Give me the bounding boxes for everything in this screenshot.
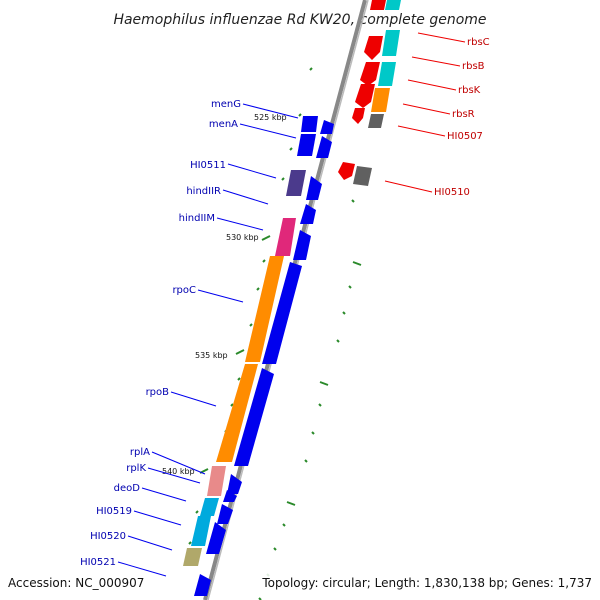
label-hindIIR[interactable]: hindIIR xyxy=(186,186,221,197)
gene-HI0511[interactable] xyxy=(286,170,306,196)
scale-marker-540: 540 kbp xyxy=(162,467,195,476)
gene-rbsB[interactable] xyxy=(360,62,380,86)
label-HI0511[interactable]: HI0511 xyxy=(190,160,226,171)
gene-rbsC-segment[interactable] xyxy=(370,0,386,10)
gene-rplA[interactable] xyxy=(207,466,226,496)
gene-rpoC-blue[interactable] xyxy=(262,262,302,364)
reverse-strand-genes xyxy=(183,116,334,596)
footer-topology: Topology: circular; Length: 1,830,138 bp… xyxy=(261,576,592,590)
footer-accession-bg xyxy=(4,572,150,592)
gene-rbsC[interactable] xyxy=(364,36,383,60)
gene-rbsR-red[interactable] xyxy=(352,108,365,124)
label-rbsB[interactable]: rbsB xyxy=(462,61,485,72)
gene-rpoB-blue[interactable] xyxy=(234,368,274,466)
gene-rpoB[interactable] xyxy=(216,364,258,462)
label-HI0507[interactable]: HI0507 xyxy=(447,131,483,142)
label-rbsC[interactable]: rbsC xyxy=(467,37,490,48)
leader-lines-blue xyxy=(117,103,299,577)
gene-menA-arrow[interactable] xyxy=(316,136,332,158)
gene-menG[interactable] xyxy=(301,116,318,132)
gene-hindIIR-2[interactable] xyxy=(300,204,316,224)
label-menA[interactable]: menA xyxy=(209,119,238,130)
gene-HI0510[interactable] xyxy=(338,162,355,180)
label-hindIIM[interactable]: hindIIM xyxy=(179,213,215,224)
label-HI0520[interactable]: HI0520 xyxy=(90,531,126,542)
gene-deoD[interactable] xyxy=(200,498,219,516)
gene-hindIIM[interactable] xyxy=(275,218,296,256)
label-rpoB[interactable]: rpoB xyxy=(146,387,170,398)
footer-accession: Accession: NC_000907 xyxy=(8,576,144,590)
gene-rplK-2[interactable] xyxy=(223,490,237,502)
forward-strand-genes xyxy=(338,0,401,186)
gene-HI0521[interactable] xyxy=(194,574,211,596)
label-HI0521[interactable]: HI0521 xyxy=(80,557,116,568)
gene-hindIIM-2[interactable] xyxy=(293,230,311,260)
reverse-gene-labels: menG menA HI0511 hindIIR hindIIM rpoC rp… xyxy=(80,99,241,568)
scale-marker-525: 525 kbp xyxy=(254,113,287,122)
gene-rbsR[interactable] xyxy=(371,88,390,112)
gene-HI0519[interactable] xyxy=(191,516,211,546)
label-HI0519[interactable]: HI0519 xyxy=(96,506,132,517)
label-rpoC[interactable]: rpoC xyxy=(172,285,196,296)
label-menG[interactable]: menG xyxy=(211,99,241,110)
label-rplA[interactable]: rplA xyxy=(130,447,150,458)
gene-hindIIR[interactable] xyxy=(306,176,322,200)
gene-HI0519-blue[interactable] xyxy=(206,522,226,554)
gene-HI0510-grey[interactable] xyxy=(353,166,372,186)
forward-gene-labels: rbsC rbsB rbsK rbsR HI0507 HI0510 xyxy=(434,37,490,198)
map-title: Haemophilus influenzae Rd KW20, complete… xyxy=(113,12,486,28)
label-rbsK[interactable]: rbsK xyxy=(458,85,481,96)
scale-ticks-left xyxy=(188,67,313,545)
leader-lines-red xyxy=(384,32,466,193)
label-deoD[interactable]: deoD xyxy=(114,483,141,494)
footer-topology-bg xyxy=(256,572,594,592)
label-rbsR[interactable]: rbsR xyxy=(452,109,475,120)
gene-rbsC-pair[interactable] xyxy=(385,0,401,10)
gene-rbsK[interactable] xyxy=(355,84,375,108)
scale-marker-530: 530 kbp xyxy=(226,233,259,242)
gene-HI0507[interactable] xyxy=(368,114,384,128)
gene-rbsB-cyan[interactable] xyxy=(378,62,396,86)
gene-menA[interactable] xyxy=(297,134,316,156)
gene-HI0520[interactable] xyxy=(183,548,202,566)
gene-rbsC-cyan[interactable] xyxy=(382,30,400,56)
scale-marker-535: 535 kbp xyxy=(195,351,228,360)
gene-rpoC[interactable] xyxy=(245,256,284,362)
gene-rplK[interactable] xyxy=(227,474,242,494)
gene-deoD-blue[interactable] xyxy=(217,504,233,524)
gene-menG-arrow[interactable] xyxy=(320,120,334,134)
label-HI0510[interactable]: HI0510 xyxy=(434,187,470,198)
label-rplK[interactable]: rplK xyxy=(126,463,146,474)
